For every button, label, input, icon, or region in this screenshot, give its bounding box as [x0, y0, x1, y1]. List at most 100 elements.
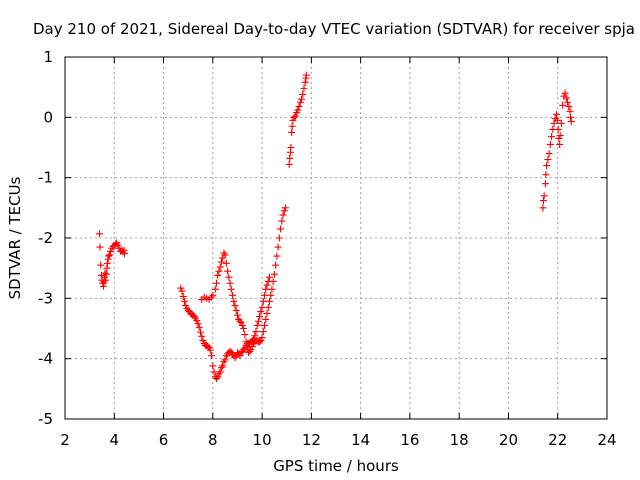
data-point-arc-early-17	[107, 247, 115, 255]
data-point-arc-mid-a-66	[258, 303, 266, 311]
data-point-arc-mid-a-17	[198, 332, 206, 340]
data-point-arc-evening-15	[554, 125, 562, 133]
data-point-arc-mid-b-54	[270, 270, 278, 278]
data-point-arc-evening-7	[545, 150, 553, 158]
y-tick-labels: 1 0 -1 -2 -3 -4 -5	[38, 48, 53, 428]
data-point-arc-mid-a-36	[221, 356, 229, 364]
data-point-arc-mid-a-16	[197, 328, 204, 336]
data-point-arc-mid-b-22	[231, 302, 239, 310]
x-tick-labels: 2 4 6 8 10 12 14 16 18 20 22 24	[60, 431, 616, 449]
data-point-arc-mid-b-57	[274, 243, 282, 251]
data-point-arc-mid-b-36	[248, 343, 256, 351]
data-point-arc-early-14	[104, 255, 112, 263]
x-tick-label-2: 2	[60, 431, 70, 449]
data-point-arc-late-morning-15	[300, 84, 308, 92]
data-point-arc-mid-b-14	[221, 251, 229, 259]
data-point-arc-evening-5	[543, 162, 551, 170]
data-point-arc-mid-b-5	[209, 291, 217, 299]
x-tick-label-14: 14	[351, 431, 370, 449]
data-point-arc-mid-b-7	[213, 279, 221, 287]
data-point-arc-mid-b-28	[238, 321, 246, 329]
data-point-arc-mid-b-50	[265, 297, 273, 305]
data-point-arc-mid-a-4	[182, 302, 190, 310]
data-point-arc-mid-a-33	[217, 364, 225, 372]
data-point-arc-mid-b-49	[264, 303, 272, 311]
data-point-arc-mid-b-60	[278, 217, 286, 225]
data-point-arc-mid-b-43	[257, 337, 265, 345]
data-point-arc-evening-23	[562, 94, 570, 102]
data-point-arc-mid-b-51	[267, 291, 275, 299]
y-tick-label--5: -5	[38, 410, 53, 428]
data-point-arc-mid-b-20	[229, 291, 237, 299]
data-point-arc-mid-b-46	[261, 321, 269, 329]
data-point-arc-mid-a-27	[210, 368, 218, 376]
data-point-arc-mid-a-25	[208, 352, 216, 360]
data-point-arc-mid-a-1	[178, 287, 186, 295]
data-point-arc-mid-b-16	[224, 267, 232, 275]
y-tick-label-1: 1	[43, 48, 53, 66]
data-point-arc-evening-1	[539, 197, 547, 205]
series-arc-mid-a	[177, 273, 273, 383]
data-point-arc-mid-a-22	[204, 343, 212, 351]
data-point-arc-mid-b-31	[242, 338, 250, 346]
x-tick-label-24: 24	[597, 431, 616, 449]
data-point-arc-late-morning-18	[302, 71, 310, 79]
data-point-arc-evening-27	[567, 113, 575, 121]
data-point-arc-mid-a-62	[253, 321, 261, 329]
data-point-arc-mid-b-35	[247, 346, 255, 354]
x-tick-label-10: 10	[253, 431, 272, 449]
data-point-arc-mid-a-63	[254, 317, 262, 325]
data-point-arc-evening-22	[561, 89, 569, 97]
data-point-arc-evening-26	[566, 107, 574, 115]
data-point-arc-mid-a-67	[259, 297, 267, 305]
data-point-arc-mid-a-3	[180, 297, 188, 305]
data-point-arc-late-morning-14	[299, 90, 307, 98]
data-point-arc-late-morning-13	[298, 95, 306, 103]
data-point-arc-evening-11	[550, 119, 558, 127]
data-point-arc-late-morning-5	[288, 122, 296, 130]
data-point-arc-mid-a-30	[214, 373, 222, 381]
data-point-arc-evening-14	[554, 116, 562, 124]
data-point-arc-mid-b-27	[237, 318, 245, 326]
data-point-arc-early-2	[97, 261, 105, 269]
data-point-arc-mid-b-61	[279, 211, 287, 219]
data-point-arc-late-morning-6	[289, 116, 297, 124]
x-tick-label-4: 4	[109, 431, 119, 449]
series-arc-mid-b	[198, 204, 289, 357]
data-point-arc-mid-b-55	[272, 261, 280, 269]
data-point-arc-mid-b-26	[236, 317, 244, 325]
data-point-arc-mid-b-45	[259, 328, 267, 336]
x-tick-label-12: 12	[302, 431, 321, 449]
data-point-arc-evening-13	[552, 110, 560, 118]
data-point-arc-mid-b-62	[280, 207, 288, 215]
data-point-arc-mid-a-69	[262, 285, 270, 293]
chart-title: Day 210 of 2021, Sidereal Day-to-day VTE…	[33, 20, 635, 38]
data-point-arc-evening-24	[564, 98, 572, 106]
data-point-arc-early-13	[103, 259, 111, 267]
data-point-arc-evening-6	[544, 156, 552, 164]
data-point-arc-evening-20	[559, 101, 567, 109]
data-point-arc-early-1	[96, 243, 104, 251]
data-point-arc-mid-a-72	[265, 273, 273, 281]
data-point-arc-mid-b-6	[211, 285, 219, 293]
data-points	[95, 71, 575, 383]
data-point-arc-mid-a-68	[261, 291, 269, 299]
data-point-arc-late-morning-12	[296, 98, 304, 106]
data-point-arc-late-morning-7	[290, 113, 298, 121]
data-point-arc-mid-b-44	[258, 334, 266, 342]
data-point-arc-mid-b-58	[275, 234, 283, 242]
data-point-arc-early-23	[114, 241, 122, 249]
data-point-arc-mid-b-9	[215, 267, 223, 275]
data-point-arc-late-morning-1	[286, 154, 294, 162]
series-arc-early	[95, 230, 129, 290]
data-point-arc-early-9	[101, 269, 109, 277]
data-point-arc-evening-0	[539, 204, 547, 212]
data-point-arc-mid-b-17	[225, 273, 233, 281]
data-point-arc-mid-b-32	[243, 344, 251, 352]
data-point-arc-mid-b-13	[220, 249, 228, 257]
x-tick-label-20: 20	[499, 431, 518, 449]
data-point-arc-mid-b-42	[256, 338, 264, 346]
data-point-arc-evening-17	[556, 140, 564, 148]
data-point-arc-mid-a-26	[209, 362, 217, 370]
